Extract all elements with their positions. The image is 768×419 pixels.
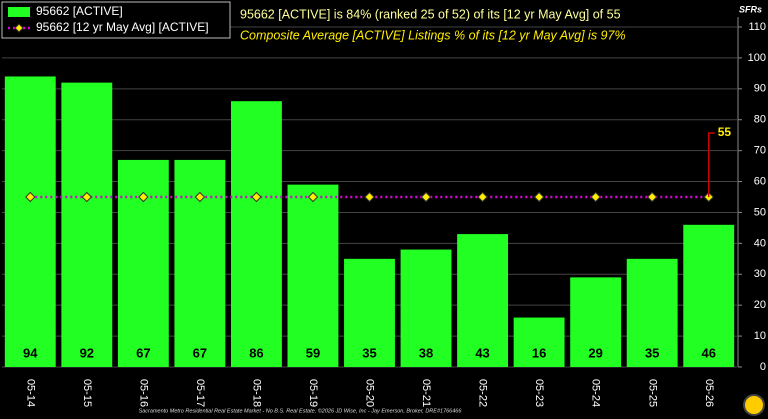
y-tick-label: 20 <box>754 299 766 311</box>
x-tick-label: 05-14 <box>24 379 36 407</box>
avg-marker <box>420 191 432 203</box>
y-tick-label: 100 <box>748 52 766 64</box>
bar <box>287 184 339 367</box>
x-tick-label: 05-24 <box>590 379 602 407</box>
avg-marker <box>477 191 488 203</box>
x-tick-label: 05-23 <box>533 379 545 407</box>
value-label: 29 <box>588 345 602 360</box>
bar <box>457 234 509 367</box>
y-axis-label: SFRs <box>739 4 762 14</box>
y-tick-label: 110 <box>748 21 766 33</box>
x-tick-label: 05-17 <box>194 379 206 407</box>
bars: 94 05-14 92 05-15 67 05-16 67 05-17 86 05-18 59 05-… <box>4 76 735 407</box>
annotation-label: 55 <box>718 125 732 139</box>
y-tick-label: 60 <box>754 175 766 187</box>
legend-box <box>1 1 231 39</box>
legend-label: 95662 [12 yr May Avg] [ACTIVE] <box>36 20 209 34</box>
y-tick-label: 10 <box>754 330 766 342</box>
avg-marker <box>533 191 545 203</box>
value-label: 92 <box>80 345 94 360</box>
bar <box>61 82 113 368</box>
value-label: 43 <box>475 345 489 360</box>
bar <box>4 76 56 368</box>
legend-label: 95662 [ACTIVE] <box>36 4 123 18</box>
y-tick-label: 90 <box>754 83 766 95</box>
legend-marker <box>14 23 24 33</box>
x-tick-label: 05-20 <box>364 379 376 407</box>
avg-marker <box>138 191 149 203</box>
y-tick-label: 0 <box>760 361 766 373</box>
logo <box>743 394 765 416</box>
bar <box>400 249 452 367</box>
x-tick-label: 05-25 <box>646 379 658 407</box>
x-tick-label: 05-15 <box>81 379 93 407</box>
avg-marker <box>364 191 375 203</box>
bar <box>570 277 622 367</box>
x-tick-label: 05-26 <box>703 379 715 407</box>
avg-marker <box>194 191 206 203</box>
annotation-line <box>707 132 715 197</box>
value-label: 46 <box>701 345 715 360</box>
value-label: 35 <box>362 345 376 360</box>
y-tick-label: 40 <box>754 237 766 249</box>
bar <box>513 317 565 367</box>
x-tick-label: 05-18 <box>251 379 263 407</box>
bar <box>683 224 735 367</box>
avg-marker <box>25 191 36 203</box>
y-tick-label: 30 <box>754 268 766 280</box>
avg-marker <box>307 191 319 203</box>
avg-line-group: 55 <box>25 125 732 203</box>
value-label: 16 <box>532 345 546 360</box>
value-label: 86 <box>249 345 263 360</box>
y-tick-label: 80 <box>754 114 766 126</box>
value-label: 67 <box>136 345 150 360</box>
x-tick-label: 05-21 <box>420 379 432 407</box>
x-tick-label: 05-16 <box>137 379 149 407</box>
chart-subtitle: Composite Average [ACTIVE] Listings % of… <box>240 28 626 42</box>
value-label: 38 <box>419 345 433 360</box>
x-tick-label: 05-22 <box>477 379 489 407</box>
y-tick-label: 50 <box>754 206 766 218</box>
bar <box>230 101 282 367</box>
footer: Sacramento Metro Residential Real Estate… <box>139 407 463 414</box>
value-label: 35 <box>645 345 659 360</box>
x-tick-label: 05-19 <box>307 379 319 407</box>
avg-marker <box>646 191 658 203</box>
bar <box>117 159 169 367</box>
bar <box>344 258 395 367</box>
value-label: 67 <box>193 345 207 360</box>
legend-swatch <box>8 7 30 17</box>
bar <box>174 159 226 367</box>
y-tick-label: 70 <box>754 145 766 157</box>
value-label: 59 <box>306 345 320 360</box>
value-label: 94 <box>23 345 38 360</box>
avg-marker <box>251 191 262 203</box>
avg-marker <box>590 191 601 203</box>
avg-marker <box>81 191 93 203</box>
chart-title: 95662 [ACTIVE] is 84% (ranked 25 of 52) … <box>240 7 621 21</box>
bar <box>626 258 678 367</box>
